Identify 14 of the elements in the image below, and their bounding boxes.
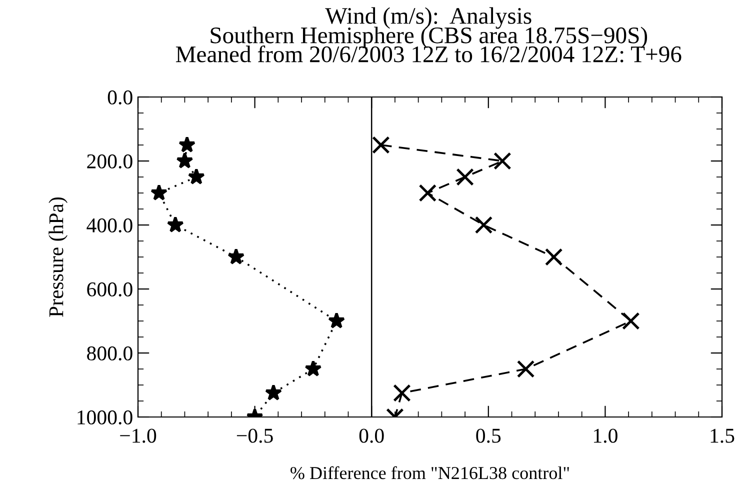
x-tick-label: 1.5 [710,428,734,443]
x-tick-label: 0.5 [476,428,501,443]
x-tick-label: −1.0 [120,428,156,443]
x-tick-label: 0.0 [359,428,384,443]
x-axis-title: % Difference from "N216L38 control" [290,466,569,480]
y-axis-title: Pressure (hPa) [48,197,68,317]
x-tick-label: 1.0 [594,428,618,443]
y-tick-label: 0.0 [108,90,132,105]
y-tick-label: 200.0 [87,154,132,169]
y-tick-label: 600.0 [87,282,132,297]
y-tick-label: 400.0 [86,218,132,233]
y-tick-label: 1000.0 [78,410,132,425]
y-tick-label: 800.0 [87,346,132,361]
x-tick-label: −0.5 [236,428,273,443]
